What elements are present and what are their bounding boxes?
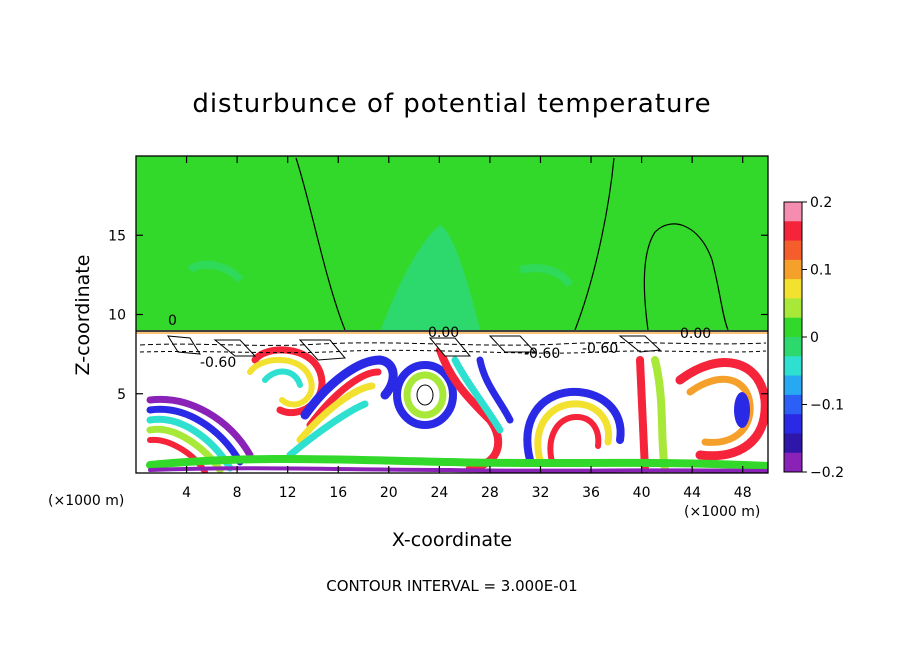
colorbar-tick-label: −0.1 — [810, 398, 844, 414]
colorbar-swatch — [784, 414, 802, 434]
colorbar-swatch — [784, 259, 802, 280]
x-tick-label: 28 — [481, 485, 499, 501]
chart-title: disturbunce of potential temperature — [192, 89, 711, 119]
cyan-plume — [380, 225, 480, 332]
colorbar-swatch — [784, 337, 802, 357]
x-unit-label: (×1000 m) — [48, 493, 124, 509]
colorbar-swatch — [784, 279, 802, 299]
contour-label-5: -0.60 — [200, 355, 236, 371]
contour-label-4: 0.00 — [680, 326, 711, 342]
dashed-contours-lower — [139, 349, 767, 354]
faint-bands — [187, 260, 574, 288]
x-tick-label: 32 — [532, 485, 550, 501]
contour-interval-note: CONTOUR INTERVAL = 3.000E-01 — [326, 577, 577, 595]
colorbar-swatch — [784, 394, 802, 415]
y-axis: 5 10 15 — [108, 228, 768, 403]
y-tick-label: 10 — [108, 308, 126, 324]
x-tick-label: 44 — [683, 485, 701, 501]
x-axis: 4 8 12 16 20 24 28 32 36 40 44 48 — [182, 156, 752, 501]
y-tick-label: 15 — [108, 228, 126, 244]
right-column-contour — [574, 157, 615, 331]
plot-area — [136, 156, 768, 473]
x-tick-label: 48 — [734, 485, 752, 501]
colorbar-tick-label: 0.2 — [810, 195, 832, 211]
colorbar-swatch — [784, 452, 802, 473]
colorbar-tick-label: 0.1 — [810, 263, 832, 279]
colorbar-swatch — [784, 433, 802, 454]
x-tick-label: 4 — [182, 485, 191, 501]
x-tick-label: 16 — [329, 485, 347, 501]
dashed-contours — [139, 342, 767, 346]
colorbar: 0.2 0.1 0 −0.1 −0.2 — [783, 195, 844, 481]
colorbar-tick-label: −0.2 — [810, 465, 844, 481]
colorbar-tick-label: 0 — [810, 330, 819, 346]
y-axis-label: Z-coordinate — [72, 255, 94, 376]
contour-label-0: 0 — [168, 313, 177, 329]
colorbar-swatch — [784, 202, 802, 222]
eddy-structures — [146, 346, 768, 473]
y-tick-label: 5 — [117, 387, 126, 403]
right-lobe-contour — [643, 223, 729, 331]
central-column-contour — [295, 157, 346, 331]
x-tick-label: 24 — [430, 485, 448, 501]
x-tick-label: 8 — [233, 485, 242, 501]
x-tick-label: 36 — [582, 485, 600, 501]
contour-label-2: -0.60 — [524, 346, 560, 362]
contour-label-3: -0.60 — [582, 341, 618, 357]
colorbar-swatch — [784, 375, 802, 396]
colorbar-swatch — [784, 221, 802, 242]
z-unit-label: (×1000 m) — [684, 504, 760, 520]
x-axis-label: X-coordinate — [392, 529, 512, 551]
x-tick-label: 20 — [380, 485, 398, 501]
x-tick-label: 40 — [633, 485, 651, 501]
contour-label-1: 0.00 — [428, 325, 459, 341]
x-tick-label: 12 — [279, 485, 297, 501]
colorbar-swatch — [784, 356, 802, 377]
colorbar-swatch — [784, 298, 802, 319]
colorbar-swatch — [784, 317, 802, 338]
colorbar-swatch — [784, 240, 802, 261]
